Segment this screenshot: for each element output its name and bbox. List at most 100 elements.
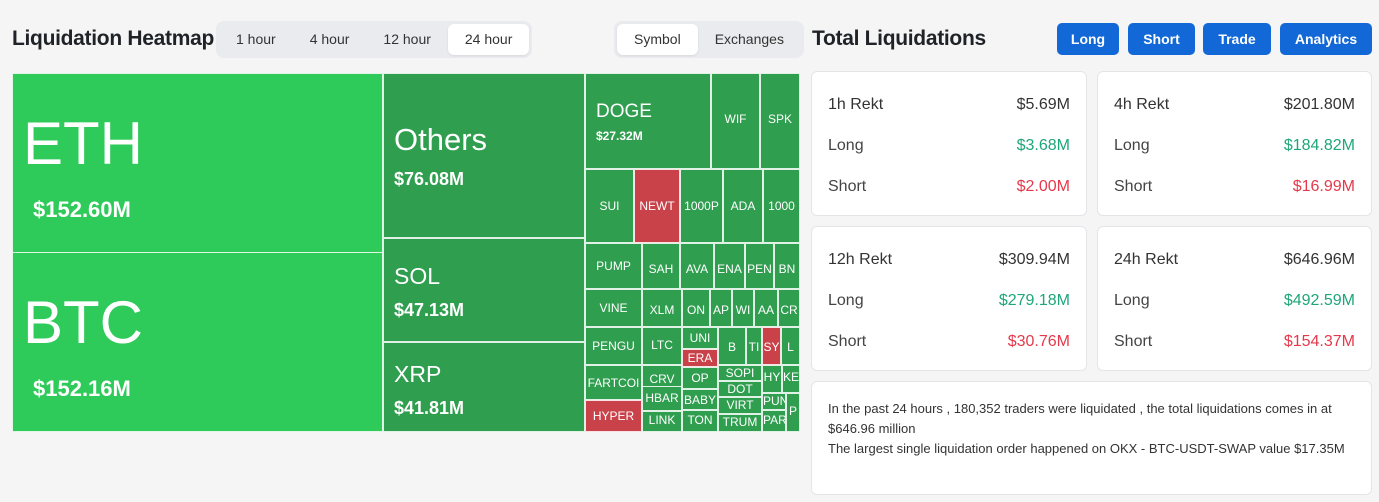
tile-symbol: PENGU — [592, 339, 635, 353]
treemap-tile-virt[interactable]: VIRT — [718, 397, 762, 414]
tile-amount: $76.08M — [394, 169, 465, 189]
treemap-tile-p[interactable]: P — [786, 393, 800, 432]
treemap-tile-vine[interactable]: VINE — [585, 289, 642, 327]
treemap-tile-doge[interactable]: DOGE $27.32M — [585, 73, 711, 169]
view-mode-selector: Symbol Exchanges — [614, 21, 804, 58]
treemap-tile-trum[interactable]: TRUM — [718, 414, 762, 432]
heatmap-title: Liquidation Heatmap — [12, 27, 214, 50]
short-button[interactable]: Short — [1128, 23, 1195, 55]
treemap-tile-baby[interactable]: BABY — [682, 389, 718, 410]
time-range-selector: 1 hour 4 hour 12 hour 24 hour — [216, 21, 533, 58]
treemap-tile-link[interactable]: LINK — [642, 411, 682, 432]
view-option-exchanges[interactable]: Exchanges — [714, 31, 784, 47]
treemap-tile-xlm[interactable]: XLM — [642, 289, 682, 327]
treemap-tile-sy[interactable]: SY — [762, 327, 781, 365]
treemap-tile-sui[interactable]: SUI — [585, 169, 634, 243]
rekt-card-1h: 1h Rekt $5.69M Long $3.68M Short $2.00M — [811, 71, 1087, 216]
treemap-tile-1000[interactable]: 1000 — [763, 169, 800, 243]
treemap-tile-dot[interactable]: DOT — [718, 381, 762, 397]
tile-symbol: VIRT — [726, 398, 754, 412]
view-option-symbol[interactable]: Symbol — [617, 24, 698, 55]
card-label: 24h Rekt — [1114, 251, 1179, 268]
tile-symbol: SOL — [394, 263, 441, 289]
treemap-tile-aa[interactable]: AA — [754, 289, 778, 327]
tile-symbol: CR — [780, 303, 798, 317]
tile-symbol: HY — [763, 370, 781, 384]
trade-button[interactable]: Trade — [1203, 23, 1271, 55]
rekt-card-12h: 12h Rekt $309.94M Long $279.18M Short $30.7… — [811, 226, 1087, 371]
treemap-tile-par[interactable]: PAR — [762, 410, 786, 432]
total-liquidations-title: Total Liquidations — [812, 27, 986, 50]
tile-symbol: ETH — [23, 110, 143, 177]
tile-symbol: DOT — [727, 382, 753, 396]
treemap-tile-op[interactable]: OP — [682, 367, 718, 389]
card-total: $201.80M — [1283, 96, 1355, 113]
time-option-4h[interactable]: 4 hour — [309, 31, 350, 47]
tile-amount: $41.81M — [394, 398, 465, 418]
treemap-tile-pengu[interactable]: PENGU — [585, 327, 642, 365]
treemap-tile-pump[interactable]: PUMP — [585, 243, 642, 289]
short-label: Short — [828, 333, 867, 350]
treemap-tile-ada[interactable]: ADA — [723, 169, 763, 243]
treemap-tile-ava[interactable]: AVA — [680, 243, 714, 289]
treemap-tile-spk[interactable]: SPK — [760, 73, 800, 169]
treemap-tile-hy[interactable]: HY — [762, 365, 782, 393]
treemap-tile-ltc[interactable]: LTC — [642, 327, 682, 365]
analytics-button[interactable]: Analytics — [1280, 23, 1372, 55]
treemap-tile-bn[interactable]: BN — [774, 243, 800, 289]
treemap-tile-era[interactable]: ERA — [682, 349, 718, 367]
treemap-tile-b[interactable]: B — [718, 327, 746, 365]
card-label: 12h Rekt — [828, 251, 893, 268]
treemap-tile-on[interactable]: ON — [682, 289, 710, 327]
treemap-tile-sah[interactable]: SAH — [642, 243, 680, 289]
treemap-tile-wif[interactable]: WIF — [711, 73, 760, 169]
treemap-tile-others[interactable]: Others $76.08M — [383, 73, 585, 238]
treemap-tile-sol[interactable]: SOL $47.13M — [383, 238, 585, 342]
card-label: 1h Rekt — [828, 96, 884, 113]
time-option-12h[interactable]: 12 hour — [383, 31, 431, 47]
treemap-tile-sopi[interactable]: SOPI — [718, 365, 762, 381]
short-value: $154.37M — [1283, 333, 1355, 350]
tile-symbol: PEN — [747, 262, 772, 276]
tile-symbol: BN — [778, 262, 796, 276]
treemap-tile-eth[interactable]: ETH $152.60M — [12, 73, 383, 253]
long-label: Long — [1114, 137, 1150, 154]
treemap-tile-newt[interactable]: NEWT — [634, 169, 680, 243]
tile-symbol: XRP — [394, 361, 442, 387]
tile-symbol: LINK — [648, 413, 676, 427]
tile-symbol: LTC — [651, 338, 673, 352]
tile-symbol: ERA — [687, 351, 713, 365]
tile-symbol: VINE — [599, 301, 628, 315]
treemap-tile-ke[interactable]: KE — [782, 365, 800, 393]
treemap-tile-l[interactable]: L — [781, 327, 800, 365]
time-option-24h[interactable]: 24 hour — [447, 24, 530, 55]
tile-amount: $152.60M — [33, 197, 131, 222]
treemap-tile-ton[interactable]: TON — [682, 410, 718, 432]
treemap-tile-cr[interactable]: CR — [778, 289, 800, 327]
long-label: Long — [828, 137, 864, 154]
treemap-tile-uni[interactable]: UNI — [682, 327, 718, 349]
treemap-tile-pen[interactable]: PEN — [745, 243, 774, 289]
treemap-tile-hbar[interactable]: HBAR — [642, 386, 682, 411]
treemap-tile-ena[interactable]: ENA — [714, 243, 745, 289]
treemap-tile-ap[interactable]: AP — [710, 289, 732, 327]
time-option-1h[interactable]: 1 hour — [236, 31, 276, 47]
treemap-tile-wi[interactable]: WI — [732, 289, 754, 327]
treemap-tile-btc[interactable]: BTC $152.16M — [12, 252, 383, 432]
tile-symbol: 1000P — [684, 199, 719, 213]
treemap-tile-1000p[interactable]: 1000P — [680, 169, 723, 243]
long-button[interactable]: Long — [1057, 23, 1119, 55]
tile-amount: $152.16M — [33, 376, 131, 401]
treemap-tile-fartcoi[interactable]: FARTCOI — [585, 365, 642, 400]
tile-symbol: SPK — [767, 112, 792, 126]
tile-symbol: CRV — [649, 372, 675, 386]
treemap-tile-ti[interactable]: TI — [746, 327, 762, 365]
tile-symbol: L — [787, 340, 794, 354]
short-label: Short — [828, 178, 867, 195]
treemap-tile-pun[interactable]: PUN — [762, 393, 786, 410]
short-label: Short — [1114, 333, 1153, 350]
tile-symbol: B — [727, 340, 736, 354]
treemap-tile-hyper[interactable]: HYPER — [585, 400, 642, 432]
treemap-tile-xrp[interactable]: XRP $41.81M — [383, 342, 585, 432]
tile-symbol: TRUM — [722, 415, 758, 429]
